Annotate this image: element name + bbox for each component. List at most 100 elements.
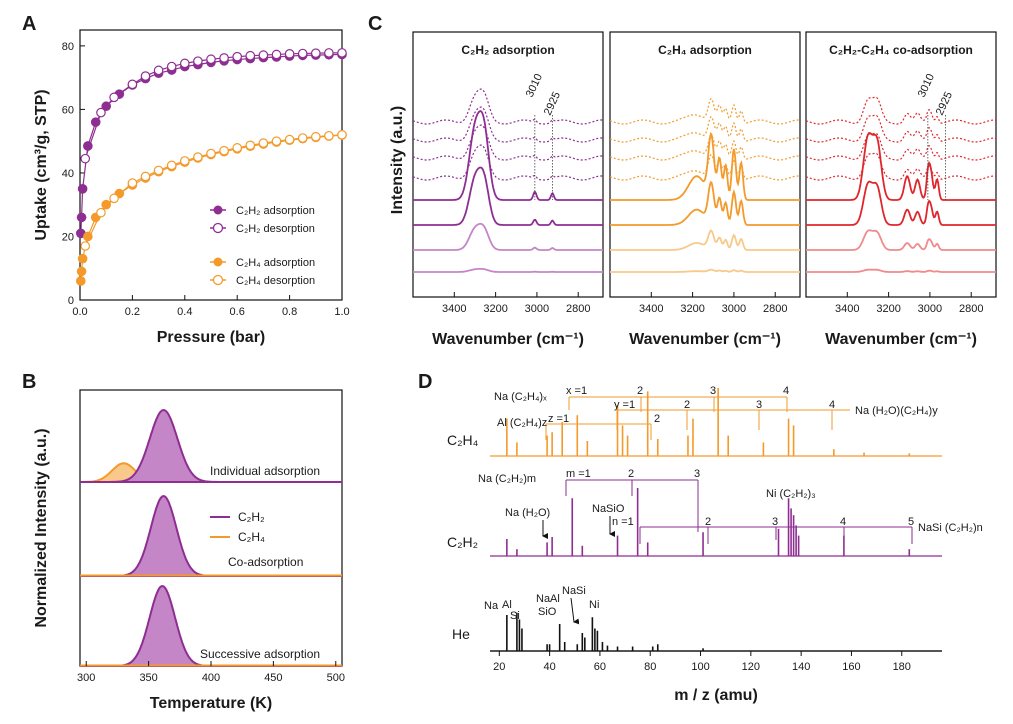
c-spectrum-trace [805, 132, 996, 161]
c-spectrum-trace [412, 88, 603, 125]
a-xtick-label: 0.6 [230, 306, 245, 318]
c-spectrum-trace [413, 222, 603, 251]
arrow-he-nasi [570, 597, 580, 625]
c-spectrum-trace [412, 124, 603, 161]
a-data-point [245, 50, 256, 61]
a-data-point [219, 53, 229, 63]
panel-c1-frame [412, 31, 604, 298]
a-data-point [77, 253, 88, 264]
c-xtick-label: 2800 [959, 303, 983, 315]
panel-label-c: C [368, 13, 382, 35]
c-xtick-label: 3200 [680, 303, 704, 315]
c-spectrum-trace [609, 98, 800, 125]
panel-a-series [75, 48, 347, 286]
label-y1: y =1 [614, 399, 635, 411]
a-data-point [140, 71, 151, 81]
c-xtick-label: 3200 [876, 303, 900, 315]
a-data-point [206, 148, 216, 159]
legend-marker-c2h4-des [212, 274, 224, 286]
label-nn5: 5 [908, 516, 914, 528]
label-m2: 2 [628, 468, 634, 480]
panel-a-legend: C₂H₂ adsorption C₂H₂ desorption C₂H₄ ads… [210, 205, 315, 287]
a-data-point [193, 152, 203, 162]
c-xtick-label: 3000 [525, 303, 549, 315]
panel-b-legend-c2h2: C₂H₂ [238, 510, 265, 524]
d-xtick-label: 100 [691, 661, 709, 673]
a-data-point [76, 212, 87, 223]
label-ni-c2h2-3: Ni (C₂H₂)₃ [766, 488, 816, 500]
panel-d-xlabel: m / z (amu) [674, 687, 758, 704]
c-spectrum-trace [805, 114, 996, 143]
label-y4: 4 [829, 399, 835, 411]
legend-c2h4-ads: C₂H₄ adsorption [236, 257, 315, 269]
c-spectrum-trace [412, 144, 603, 181]
d-xtick-label: 180 [893, 661, 911, 673]
panel-b-frame [79, 389, 343, 667]
panel-c3-title: C₂H₂-C₂H₄ co-adsorption [829, 43, 973, 57]
c-xtick-label: 3400 [639, 303, 663, 315]
a-data-point [297, 48, 308, 59]
trace-label-he: He [452, 626, 470, 642]
b-xtick-label: 300 [77, 672, 95, 684]
panel-c2-frame [609, 31, 801, 298]
c2h2-brackets [565, 479, 913, 544]
a-xtick-label: 0.2 [125, 306, 140, 318]
panel-label-b: B [22, 371, 36, 393]
c-xtick-label: 3400 [442, 303, 466, 315]
b-xtick-label: 500 [327, 672, 345, 684]
c-spectrum-trace [806, 268, 996, 273]
c-xtick-label: 2800 [566, 303, 590, 315]
a-data-point [193, 56, 203, 66]
label-m3: 3 [694, 468, 700, 480]
legend-marker-c2h2-des [212, 222, 224, 234]
c-spectrum-trace [412, 106, 603, 143]
c-xtick-label: 3400 [835, 303, 859, 315]
a-data-point [109, 92, 119, 103]
c-spectrum-trace [609, 134, 800, 161]
a-data-point [96, 107, 106, 118]
panel-d-traces [490, 388, 942, 652]
panel-c3-annotation-3010: 3010 [916, 72, 937, 99]
c-spectrum-trace [806, 229, 996, 251]
b-xtick-label: 450 [264, 672, 282, 684]
a-data-point [166, 160, 177, 171]
c-spectrum-trace [805, 96, 996, 125]
he-label-sio: SiO [538, 606, 557, 618]
panel-a-xlabel: Pressure (bar) [157, 329, 266, 346]
panel-c3-frame [805, 31, 997, 298]
he-label-na: Na [484, 600, 499, 612]
legend-c2h2-des: C₂H₂ desorption [236, 223, 315, 235]
he-label-ni: Ni [589, 599, 599, 611]
c-spectrum-trace [610, 180, 800, 226]
label-nasi-c2h2n: NaSi (C₂H₂)n [918, 522, 983, 534]
a-data-point [77, 184, 88, 194]
a-data-point [96, 207, 106, 218]
panel-d-ticks: 20 40 60 80 100 120 140 160 180 [493, 651, 911, 673]
a-data-point [337, 48, 347, 58]
he-label-naal: NaAl [536, 593, 560, 605]
panel-a-ticks: 0.0 0.2 0.4 0.6 0.8 1.0 0 20 40 60 80 [62, 41, 350, 318]
a-xtick-label: 0.0 [72, 306, 87, 318]
panel-c1-xlabel: Wavenumber (cm⁻¹) [432, 331, 584, 348]
trace-label-c2h4: C₂H₄ [447, 432, 479, 448]
a-data-point [258, 50, 269, 60]
panel-b: 300 350 400 450 500 Individual adsorption Co… [33, 389, 345, 712]
legend-marker-c2h2-ads [213, 205, 223, 215]
c-spectrum-trace [610, 268, 800, 273]
c-xtick-label: 2800 [763, 303, 787, 315]
legend-c2h2-ads: C₂H₂ adsorption [236, 205, 315, 217]
a-data-point [324, 48, 334, 58]
label-z2: 2 [654, 413, 660, 425]
a-data-point [245, 140, 256, 151]
label-nasio: NaSiO [592, 503, 625, 515]
panel-c2-title: C₂H₄ adsorption [658, 43, 752, 57]
c-spectrum-trace [609, 154, 800, 181]
a-data-point [140, 171, 151, 182]
panel-b-label-individual: Individual adsorption [210, 464, 320, 478]
a-data-point [310, 48, 321, 58]
label-n1: n =1 [612, 516, 634, 528]
label-x1: x =1 [566, 385, 587, 397]
c-spectrum-trace [413, 110, 603, 201]
a-data-point [232, 51, 242, 62]
